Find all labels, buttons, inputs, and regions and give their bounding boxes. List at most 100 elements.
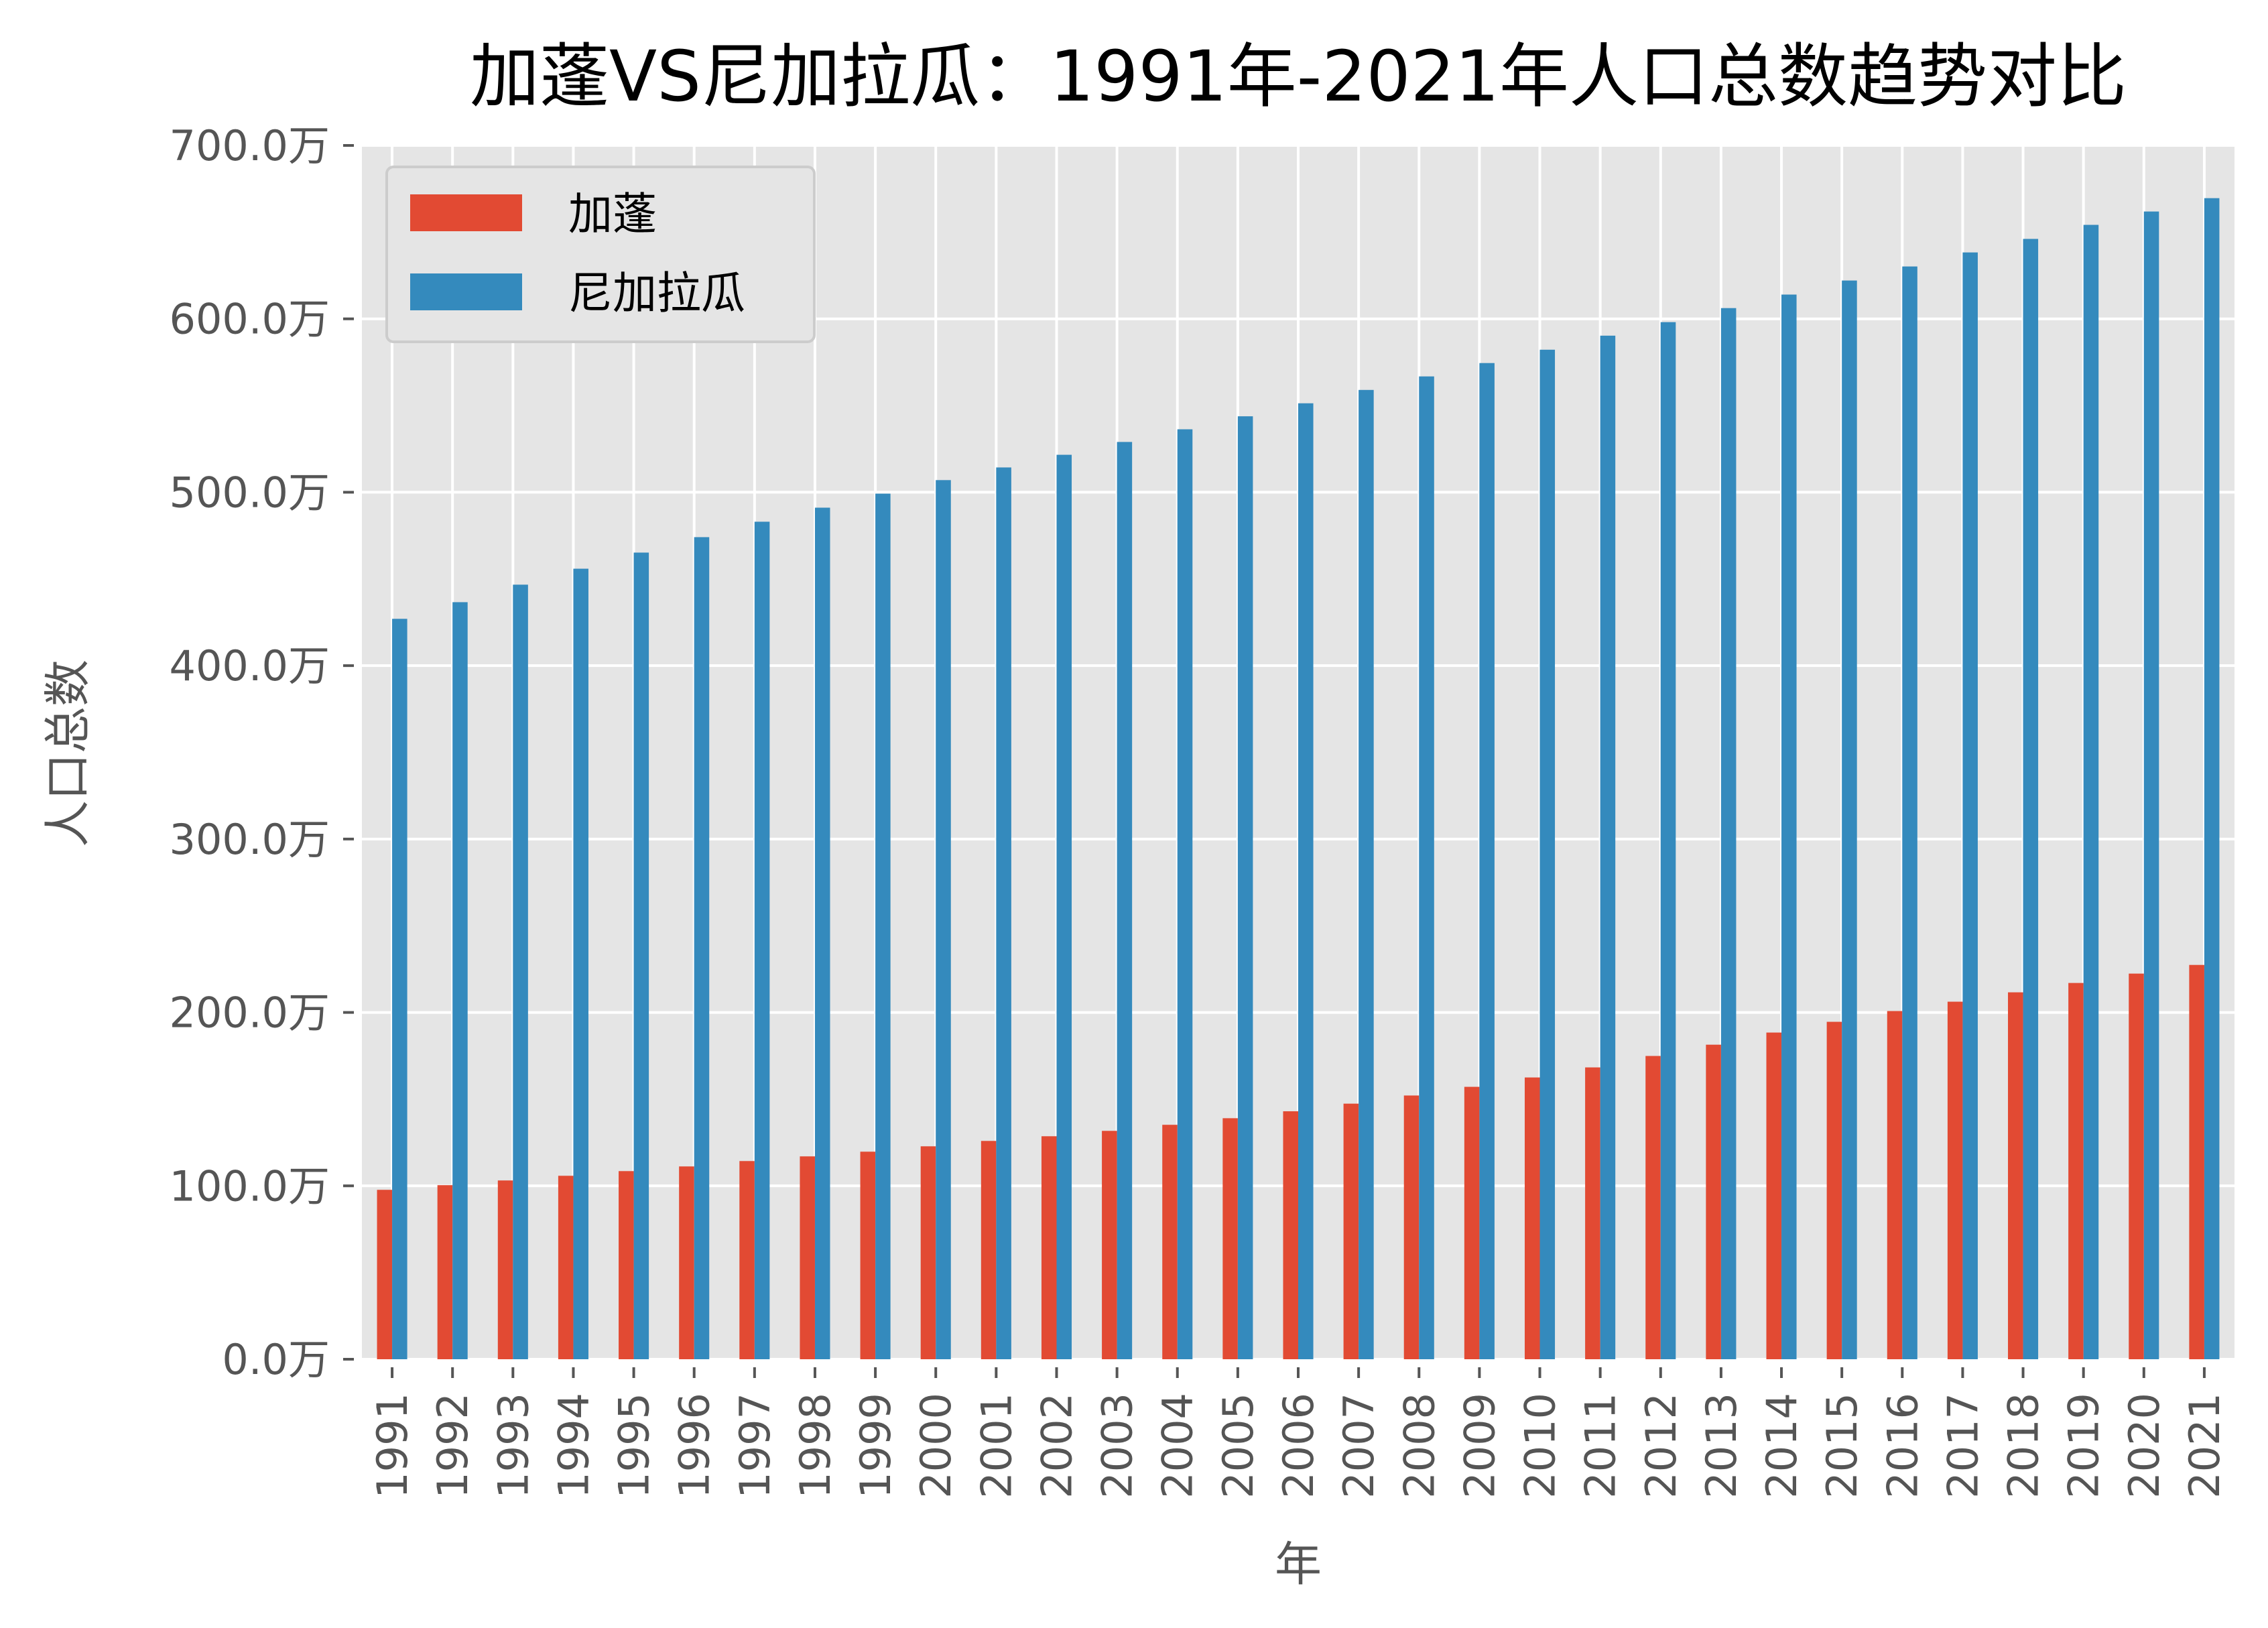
x-tick-label: 2021 xyxy=(2180,1393,2229,1499)
y-tick-label: 200.0万 xyxy=(170,989,330,1038)
bar-nicaragua-1994 xyxy=(573,568,588,1360)
bar-gabon-2010 xyxy=(1524,1077,1540,1359)
bar-nicaragua-1999 xyxy=(875,493,891,1359)
bar-gabon-2008 xyxy=(1403,1095,1420,1359)
bar-nicaragua-1992 xyxy=(452,602,468,1360)
y-axis-ticks: 0.0万 100.0万 200.0万 300.0万 400.0万 500.0万 600.0万… xyxy=(170,121,354,1384)
y-tick-label: 100.0万 xyxy=(170,1162,330,1210)
x-tick-label: 2010 xyxy=(1516,1393,1565,1499)
bar-gabon-2002 xyxy=(1041,1136,1057,1359)
bar-gabon-2020 xyxy=(2129,973,2144,1359)
y-tick-label: 600.0万 xyxy=(170,295,330,344)
legend: 加蓬 尼加拉瓜 xyxy=(385,166,816,343)
bar-nicaragua-2009 xyxy=(1479,363,1495,1359)
bar-nicaragua-1991 xyxy=(392,619,407,1359)
x-tick-label: 1999 xyxy=(851,1393,900,1499)
y-tick-label: 300.0万 xyxy=(170,815,330,864)
x-tick-label: 2005 xyxy=(1214,1393,1263,1499)
bar-nicaragua-2013 xyxy=(1720,308,1737,1359)
x-tick-label: 2018 xyxy=(1999,1393,2048,1499)
bar-nicaragua-2002 xyxy=(1056,454,1072,1359)
bar-nicaragua-2015 xyxy=(1842,280,1857,1359)
x-tick-label: 2006 xyxy=(1274,1393,1323,1499)
x-tick-label: 2009 xyxy=(1455,1393,1504,1499)
bar-gabon-2012 xyxy=(1645,1056,1661,1359)
x-tick-label: 2015 xyxy=(1818,1393,1867,1499)
bar-gabon-1995 xyxy=(619,1171,634,1359)
x-tick-label: 2004 xyxy=(1153,1393,1202,1499)
bar-gabon-1997 xyxy=(739,1161,755,1359)
legend-swatch-gabon xyxy=(410,194,522,231)
x-tick-label: 2013 xyxy=(1697,1393,1746,1499)
bar-nicaragua-2011 xyxy=(1600,335,1616,1359)
bar-nicaragua-2004 xyxy=(1177,429,1193,1359)
bar-gabon-2017 xyxy=(1947,1001,1963,1359)
bar-gabon-1992 xyxy=(437,1185,453,1359)
bar-nicaragua-2001 xyxy=(996,467,1011,1360)
x-tick-label: 1996 xyxy=(670,1393,719,1499)
legend-label-gabon: 加蓬 xyxy=(568,188,657,240)
x-tick-label: 2014 xyxy=(1757,1393,1806,1499)
x-tick-label: 1993 xyxy=(489,1393,538,1499)
bar-gabon-2018 xyxy=(2008,992,2023,1359)
x-tick-label: 2012 xyxy=(1637,1393,1686,1499)
bar-nicaragua-2010 xyxy=(1539,349,1556,1360)
x-tick-label: 2008 xyxy=(1395,1393,1444,1499)
bar-gabon-1993 xyxy=(497,1180,513,1359)
bar-gabon-1996 xyxy=(679,1166,694,1359)
bar-gabon-2007 xyxy=(1343,1103,1359,1359)
y-tick-label: 700.0万 xyxy=(170,121,330,170)
x-tick-label: 1998 xyxy=(791,1393,840,1499)
bar-gabon-1991 xyxy=(377,1190,393,1359)
bar-gabon-2003 xyxy=(1102,1131,1117,1359)
x-tick-label: 1994 xyxy=(549,1393,598,1499)
x-tick-label: 2019 xyxy=(2060,1393,2108,1499)
bar-nicaragua-2008 xyxy=(1419,376,1434,1359)
bar-gabon-2006 xyxy=(1283,1111,1298,1359)
bar-gabon-2016 xyxy=(1887,1011,1903,1359)
bar-nicaragua-2012 xyxy=(1660,322,1676,1359)
bar-nicaragua-2006 xyxy=(1298,403,1314,1359)
bars xyxy=(377,198,2220,1360)
bar-gabon-2015 xyxy=(1826,1021,1842,1359)
bar-nicaragua-1996 xyxy=(694,537,710,1359)
x-axis-label: 年 xyxy=(1275,1537,1322,1592)
x-tick-label: 2017 xyxy=(1938,1393,1987,1499)
bar-nicaragua-2000 xyxy=(936,480,951,1359)
x-axis-ticks: 1991 1992 1993 1994 1995 1996 1997 1998 1999 2000… xyxy=(368,1367,2229,1499)
bar-gabon-1999 xyxy=(860,1151,876,1359)
bar-gabon-2009 xyxy=(1464,1086,1480,1359)
y-tick-label: 500.0万 xyxy=(170,468,330,517)
bar-gabon-2004 xyxy=(1162,1125,1178,1359)
bar-nicaragua-1997 xyxy=(754,521,770,1360)
x-tick-label: 1991 xyxy=(368,1393,417,1499)
bar-gabon-1994 xyxy=(558,1176,574,1359)
bar-nicaragua-2016 xyxy=(1902,266,1917,1360)
bar-gabon-1998 xyxy=(800,1156,815,1359)
bar-nicaragua-2017 xyxy=(1962,252,1978,1359)
bar-nicaragua-2018 xyxy=(2023,239,2039,1359)
bar-nicaragua-1998 xyxy=(814,507,830,1360)
x-tick-label: 2003 xyxy=(1093,1393,1142,1499)
bar-gabon-2021 xyxy=(2189,964,2204,1359)
bar-gabon-2005 xyxy=(1222,1118,1238,1359)
bar-nicaragua-2003 xyxy=(1117,442,1133,1360)
bar-nicaragua-1995 xyxy=(633,552,649,1359)
bar-nicaragua-2019 xyxy=(2083,225,2099,1359)
legend-label-nicaragua: 尼加拉瓜 xyxy=(568,267,745,319)
bar-nicaragua-2020 xyxy=(2143,211,2159,1360)
bar-gabon-2013 xyxy=(1706,1044,1721,1359)
x-tick-label: 2016 xyxy=(1878,1393,1927,1499)
bar-nicaragua-2021 xyxy=(2204,198,2220,1359)
bar-gabon-2000 xyxy=(920,1146,936,1359)
bar-nicaragua-2005 xyxy=(1237,416,1253,1359)
bar-gabon-2014 xyxy=(1766,1032,1782,1359)
x-tick-label: 2002 xyxy=(1032,1393,1081,1499)
bar-nicaragua-2007 xyxy=(1359,389,1374,1360)
x-tick-label: 1997 xyxy=(731,1393,779,1499)
y-tick-label: 400.0万 xyxy=(170,641,330,690)
legend-swatch-nicaragua xyxy=(410,273,522,310)
x-tick-label: 1992 xyxy=(428,1393,477,1499)
bar-gabon-2011 xyxy=(1585,1067,1600,1359)
